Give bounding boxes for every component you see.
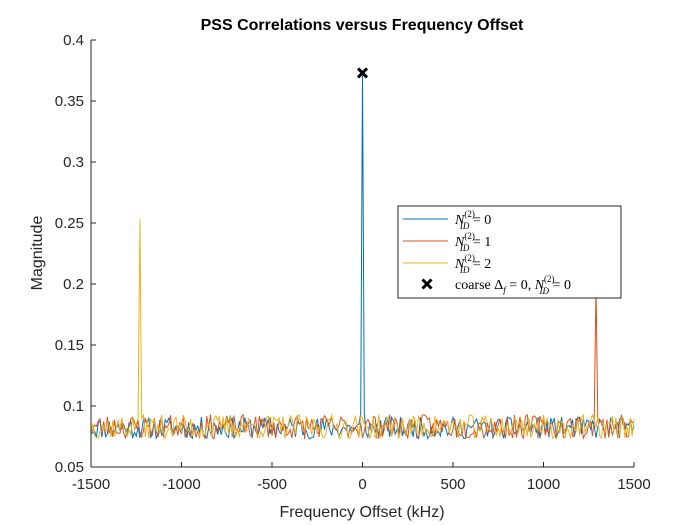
y-tick-label: 0.1: [63, 398, 84, 415]
legend-label-marker: coarse Δf = 0, N(2) ID = 0: [455, 274, 571, 296]
legend-entry-marker: coarse Δf = 0, N(2) ID = 0: [421, 274, 571, 296]
legend-box: [397, 205, 622, 299]
series-line-2: [90, 219, 635, 440]
y-tick-label: 0.25: [55, 215, 84, 232]
legend-label-0: N(2) ID = 0: [454, 209, 491, 231]
x-tick-label: 1000: [527, 476, 560, 493]
legend-marker-symbol: [421, 278, 433, 290]
chart-title: PSS Correlations versus Frequency Offset: [201, 17, 524, 34]
legend-entry-0: N(2) ID = 0: [403, 209, 491, 231]
peak-marker: [356, 67, 369, 79]
y-tick-label: 0.2: [63, 276, 84, 293]
x-tick-label: -500: [257, 476, 287, 493]
ticks: -1500 -1000 -500 0 500 1000 1500 0.05 0.1 0.15 0.2…: [55, 32, 651, 493]
x-tick-label: 0: [358, 476, 366, 493]
x-tick-label: 1500: [617, 476, 650, 493]
x-axis-title: Frequency Offset (kHz): [279, 504, 444, 521]
x-tick-label: 500: [440, 476, 465, 493]
y-axis-title: Magnitude: [29, 216, 46, 291]
legend-entry-1: N(2) ID = 1: [403, 231, 491, 253]
y-tick-label: 0.3: [63, 154, 84, 171]
x-tick-label: -1000: [162, 476, 200, 493]
y-tick-label: 0.15: [55, 337, 84, 354]
legend-entry-2: N(2) ID = 2: [403, 253, 491, 275]
y-tick-label: 0.35: [55, 93, 84, 110]
legend-label-1: N(2) ID = 1: [454, 231, 491, 253]
series-line-1: [90, 283, 635, 440]
marker-layer: [356, 67, 369, 79]
y-tick-label: 0.05: [55, 459, 84, 476]
legend-label-2: N(2) ID = 2: [454, 253, 491, 275]
y-tick-label: 0.4: [63, 32, 84, 49]
x-tick-label: -1500: [72, 476, 110, 493]
